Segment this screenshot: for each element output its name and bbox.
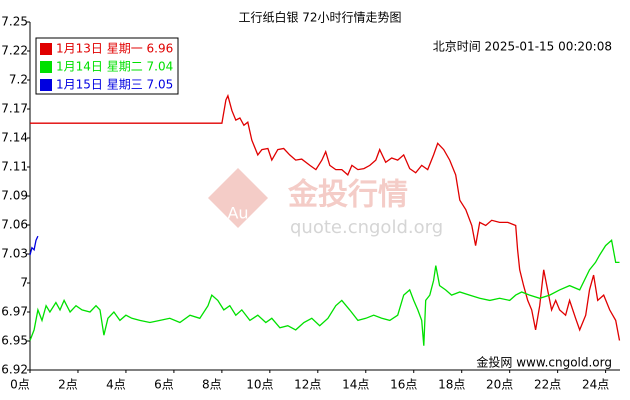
legend-label: 1月14日 星期二 7.04	[56, 60, 173, 74]
watermark-name: 金投行情	[287, 178, 408, 213]
y-tick-label: 7.22	[1, 44, 28, 58]
price-line	[29, 235, 39, 256]
legend-swatch	[40, 79, 52, 91]
x-tick-label: 2点	[58, 378, 78, 392]
y-tick-label: 7.11	[1, 160, 28, 174]
x-tick-label: 16点	[390, 378, 417, 392]
x-tick-label: 12点	[294, 378, 321, 392]
y-tick-label: 7.14	[1, 131, 28, 145]
legend-label: 1月15日 星期三 7.05	[56, 78, 173, 92]
y-tick-label: 6.95	[1, 334, 28, 348]
legend-box	[35, 37, 179, 95]
watermark-logo: Au	[227, 204, 248, 223]
y-tick-label: 7	[20, 276, 28, 290]
x-tick-label: 20点	[486, 378, 513, 392]
legend-label: 1月13日 星期一 6.96	[56, 42, 173, 56]
watermark-logo-shape	[208, 168, 268, 228]
y-tick-label: 7.17	[1, 102, 28, 116]
y-tick-label: 7.09	[1, 189, 28, 203]
x-tick-label: 24点	[582, 378, 609, 392]
x-tick-label: 22点	[534, 378, 561, 392]
legend-swatch	[40, 43, 52, 55]
y-tick-label: 7.03	[1, 247, 28, 261]
x-tick-label: 14点	[342, 378, 369, 392]
price-line	[30, 93, 621, 341]
source: 金投网 www.cngold.org	[476, 355, 612, 370]
x-tick-label: 18点	[438, 378, 465, 392]
x-tick-label: 10点	[246, 378, 273, 392]
x-tick-label: 4点	[106, 378, 126, 392]
chart-title: 工行纸白银 72小时行情走势图	[238, 10, 401, 25]
x-tick-label: 6点	[154, 378, 174, 392]
x-tick-label: 0点	[10, 378, 30, 392]
timestamp: 北京时间 2025-01-15 00:20:08	[433, 40, 612, 54]
legend-swatch	[40, 61, 52, 73]
y-tick-label: 7.06	[1, 218, 28, 232]
y-tick-label: 7.2	[9, 73, 28, 87]
y-tick-label: 7.25	[1, 15, 28, 29]
y-tick-label: 6.92	[1, 363, 28, 377]
y-tick-label: 6.97	[1, 305, 28, 319]
watermark: Au 金投行情 quote.cngold.org	[208, 168, 443, 238]
watermark-url: quote.cngold.org	[290, 217, 443, 238]
price-line	[29, 239, 620, 346]
x-tick-label: 8点	[202, 378, 222, 392]
